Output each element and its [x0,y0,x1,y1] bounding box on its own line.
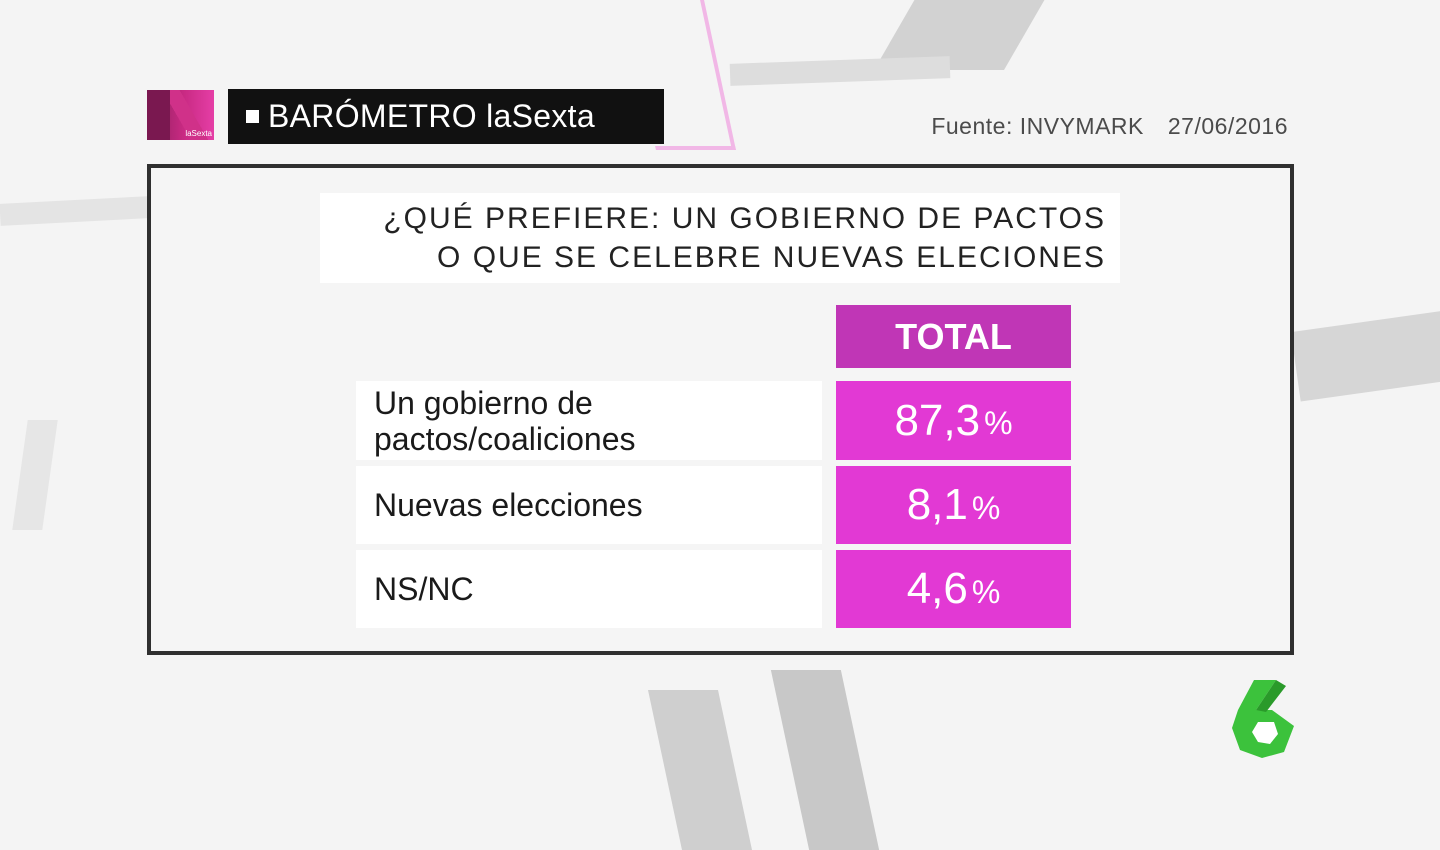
question-line-1: ¿QUÉ PREFIERE: UN GOBIERNO DE PACTOS [383,202,1106,235]
background-shape [729,56,951,86]
value-number: 87,3 [894,395,981,445]
row-label: NS/NC [356,550,822,628]
row-value: 4,6% [836,550,1071,628]
column-header-total: TOTAL [836,305,1071,368]
background-shape [0,196,151,226]
row-label: Nuevas elecciones [356,466,822,544]
survey-question: ¿QUÉ PREFIERE: UN GOBIERNO DE PACTOS O Q… [320,193,1120,283]
barometer-title-box: BARÓMETRO laSexta [228,89,664,144]
source-line: Fuente: INVYMARK 27/06/2016 [931,113,1288,140]
background-shape [1290,308,1440,402]
percent-sign: % [971,573,1001,610]
value-number: 8,1 [906,480,968,529]
row-label-line: Nuevas elecciones [374,487,643,523]
logo-text: laSexta [185,129,212,138]
lasexta-6-logo-icon [1232,680,1294,758]
source-date: 27/06/2016 [1167,113,1288,139]
square-bullet-icon [246,110,259,123]
background-shape [647,690,753,850]
row-label-line: Un gobierno de [374,384,593,421]
row-label: Un gobierno de pactos/coaliciones [356,381,822,460]
row-label-line: pactos/coaliciones [374,420,636,457]
row-value: 87,3% [836,381,1071,460]
background-shape [12,420,58,530]
value-number: 4,6 [906,564,968,613]
percent-sign: % [971,489,1001,526]
source-label: Fuente: INVYMARK [931,113,1144,139]
row-value: 8,1% [836,466,1071,544]
percent-sign: % [984,405,1013,441]
lasexta-n-logo: laSexta [147,90,214,140]
background-shape [770,670,880,850]
row-label-line: NS/NC [374,571,474,607]
n-logo-icon [147,90,214,140]
barometer-title: BARÓMETRO laSexta [268,98,595,134]
question-line-2: O QUE SE CELEBRE NUEVAS ELECIONES [437,241,1106,274]
